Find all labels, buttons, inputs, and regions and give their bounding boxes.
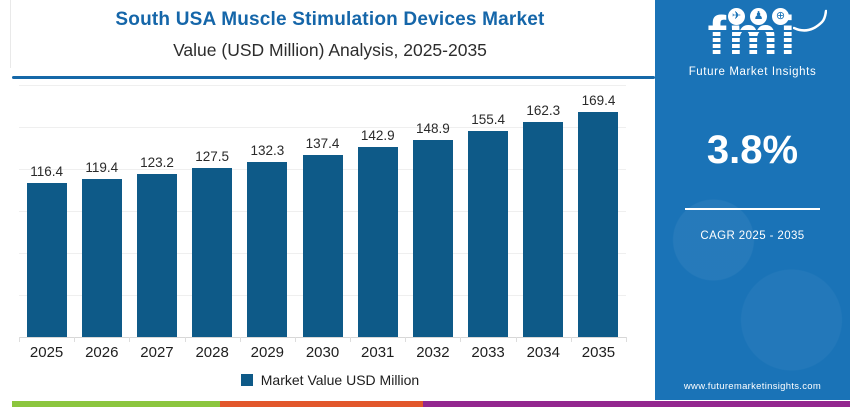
fmi-logo: fmi ✈♟⊕ Future Market Insights	[655, 0, 850, 90]
chart-header: South USA Muscle Stimulation Devices Mar…	[0, 0, 660, 61]
bar-value-label: 137.4	[305, 136, 340, 151]
x-axis-label-2028: 2028	[195, 344, 229, 361]
bar-group-2028: 127.5	[185, 149, 240, 337]
legend-label: Market Value USD Million	[260, 372, 420, 388]
x-axis-tick	[184, 337, 186, 342]
bar-2026	[81, 179, 122, 337]
fmi-logo-subtext: Future Market Insights	[688, 66, 817, 78]
bar-group-2035: 169.4	[571, 93, 626, 337]
bar-series: 116.4 119.4 123.2 127.5 132.3 137.4 142.9 148.9…	[19, 85, 626, 337]
bar-2034	[523, 122, 564, 337]
x-axis-tick	[570, 337, 572, 342]
bar-value-label: 132.3	[250, 143, 285, 158]
x-axis-tick	[460, 337, 462, 342]
bar-group-2030: 137.4	[295, 136, 350, 337]
x-axis-labels: 2025 2026 2027 2028 2029 2030 2031 2032 2033 2034…	[19, 344, 626, 361]
bar-group-2033: 155.4	[461, 112, 516, 337]
bar-2031	[357, 147, 398, 337]
cagr-value: 3.8%	[706, 128, 799, 172]
bar-value-label: 142.9	[360, 128, 395, 143]
chart-legend: Market Value USD Million	[0, 372, 660, 388]
bar-group-2034: 162.3	[516, 103, 571, 337]
logo-swoosh-icon	[793, 9, 827, 32]
legend-swatch-icon	[240, 374, 253, 386]
website-url[interactable]: www.futuremarketinsights.com	[683, 381, 822, 392]
bar-value-label: 123.2	[140, 155, 174, 170]
x-axis-label-2030: 2030	[305, 344, 340, 361]
x-axis-label-2025: 2025	[29, 344, 64, 361]
bar-group-2031: 142.9	[350, 128, 405, 337]
x-axis-tick	[626, 337, 627, 342]
bar-2029	[247, 162, 288, 337]
x-axis-tick	[239, 337, 241, 342]
brand-sidebar: fmi ✈♟⊕ Future Market Insights 3.8% CAGR…	[655, 0, 850, 400]
bar-value-label: 119.4	[85, 160, 119, 175]
x-axis-tick	[294, 337, 296, 342]
bar-2030	[302, 155, 343, 337]
bar-value-label: 148.9	[416, 121, 450, 136]
bar-group-2029: 132.3	[240, 143, 295, 337]
header-left-border	[10, 0, 11, 68]
bar-value-label: 127.5	[195, 149, 230, 164]
x-axis-label-2031: 2031	[361, 344, 395, 361]
bar-2033	[468, 131, 509, 337]
footer-stripe-purple	[423, 401, 850, 407]
paper-plane-icon: ✈	[728, 8, 745, 25]
x-axis-tick	[405, 337, 407, 342]
x-axis-label-2035: 2035	[581, 344, 616, 361]
x-axis-tick	[19, 337, 20, 342]
footer-stripe-orange	[220, 401, 423, 407]
cagr-label: CAGR 2025 - 2035	[700, 230, 805, 242]
bar-group-2026: 119.4	[74, 160, 129, 337]
bar-group-2027: 123.2	[129, 155, 184, 337]
y-gridline	[19, 127, 626, 128]
bar-2028	[192, 168, 233, 337]
bar-2027	[136, 174, 177, 337]
x-axis-label-2027: 2027	[140, 344, 174, 361]
bar-2035	[578, 112, 619, 337]
chart-title-line2: Value (USD Million) Analysis, 2025-2035	[173, 40, 487, 60]
x-axis-tick	[515, 337, 517, 342]
cagr-divider-line	[685, 208, 820, 210]
x-axis-label-2026: 2026	[85, 344, 119, 361]
bar-group-2032: 148.9	[405, 121, 460, 337]
bar-2032	[412, 140, 453, 337]
bar-value-label: 162.3	[526, 103, 561, 118]
x-axis-label-2034: 2034	[526, 344, 560, 361]
bar-2025	[26, 183, 67, 337]
title-divider-line	[12, 76, 655, 79]
x-axis-label-2032: 2032	[416, 344, 450, 361]
footer-stripe-green	[12, 401, 220, 407]
bar-value-label: 169.4	[581, 93, 616, 108]
footer-color-stripe	[12, 401, 850, 407]
chart-title-line1: South USA Muscle Stimulation Devices Mar…	[115, 9, 545, 30]
fmi-logo-icons: ✈ ♟ ⊕	[728, 8, 789, 25]
bar-value-label: 116.4	[30, 164, 63, 179]
fmi-logo-stripes	[681, 26, 824, 63]
bar-value-label: 155.4	[471, 112, 505, 127]
globe-icon: ⊕	[772, 8, 789, 25]
bar-group-2025: 116.4	[19, 164, 74, 337]
people-icon: ♟	[750, 8, 767, 25]
x-axis-label-2029: 2029	[250, 344, 285, 361]
x-axis-tick	[350, 337, 352, 342]
y-gridline	[19, 85, 626, 86]
x-axis-tick	[129, 337, 131, 342]
bar-chart-plot-area: 116.4 119.4 123.2 127.5 132.3 137.4 142.9 148.9…	[19, 85, 627, 342]
x-axis-tick	[74, 337, 76, 342]
x-axis-line	[19, 337, 626, 338]
x-axis-label-2033: 2033	[471, 344, 505, 361]
